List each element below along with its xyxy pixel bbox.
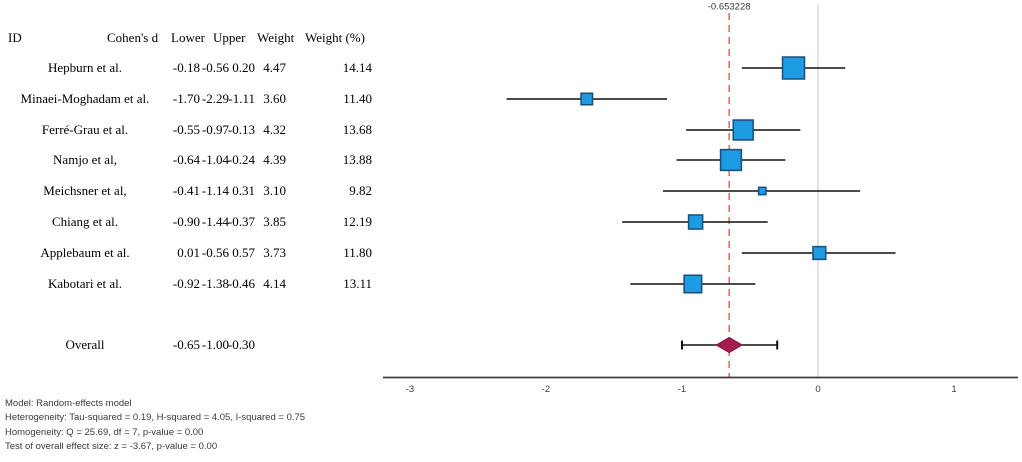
x-axis-tick-label: -3 — [406, 384, 414, 395]
study-name: Namjo et al, — [53, 152, 117, 167]
weight-value: 3.60 — [263, 91, 286, 106]
lower-ci-value: -0.56 — [201, 60, 229, 75]
cohens-d-value: -0.41 — [172, 183, 200, 198]
x-axis-tick-label: 1 — [951, 384, 956, 395]
study-square — [719, 148, 743, 172]
col-header-lower: Lower — [171, 30, 205, 45]
x-axis-tick-label: -1 — [678, 384, 686, 395]
weight-pct-value: 11.80 — [343, 245, 372, 260]
table-row: Kabotari et al. -0.92 -1.38 -0.46 4.14 1… — [0, 277, 380, 291]
col-header-id: ID — [8, 30, 22, 45]
cohens-d-value: -0.64 — [172, 152, 200, 167]
study-name: Kabotari et al. — [48, 276, 122, 291]
upper-ci-value: -1.11 — [228, 91, 255, 106]
upper-ci-value: 0.57 — [232, 245, 255, 260]
table-row: Ferré-Grau et al. -0.55 -0.97 -0.13 4.32… — [0, 123, 380, 137]
note-overall-test: Test of overall effect size: z = -3.67, … — [5, 441, 218, 453]
overall-row: Overall -0.65 -1.00 -0.30 — [0, 338, 380, 352]
col-header-upper: Upper — [213, 30, 246, 45]
table-row: Applebaum et al. 0.01 -0.56 0.57 3.73 11… — [0, 246, 380, 260]
study-name: Applebaum et al. — [40, 245, 130, 260]
study-square — [812, 245, 827, 261]
study-name: Ferré-Grau et al. — [41, 122, 129, 137]
study-name: Meichsner et al, — [43, 183, 127, 198]
weight-pct-value: 13.11 — [343, 276, 372, 291]
x-axis-tick-label: 0 — [815, 384, 820, 395]
study-square — [781, 56, 806, 80]
weight-pct-value: 14.14 — [342, 60, 372, 75]
cohens-d-value: 0.01 — [177, 245, 200, 260]
forest-plot: -0.653228 -3 -2 -1 0 1 — [383, 2, 1018, 395]
upper-ci-value: -0.24 — [227, 152, 255, 167]
lower-ci-value: -0.97 — [201, 122, 229, 137]
upper-ci-value: 0.20 — [232, 60, 255, 75]
cohens-d-value: -1.70 — [172, 91, 200, 106]
table-row: Chiang et al. -0.90 -1.44 -0.37 3.85 12.… — [0, 215, 380, 229]
table-row: Namjo et al, -0.64 -1.04 -0.24 4.39 13.8… — [0, 153, 380, 167]
cohens-d-value: -0.90 — [172, 214, 200, 229]
study-square — [580, 92, 594, 106]
study-square — [757, 186, 767, 196]
cohens-d-value: -0.18 — [172, 60, 200, 75]
lower-ci-value: -0.56 — [201, 245, 229, 260]
note-heterogeneity: Heterogeneity: Tau-squared = 0.19, H-squ… — [5, 412, 306, 424]
reference-line-label: -0.653228 — [708, 2, 751, 13]
overall-lower-ci-value: -1.00 — [201, 337, 229, 352]
table-row: Minaei-Moghadam et al. -1.70 -2.29 -1.11… — [0, 92, 380, 106]
col-header-weight-pct: Weight (%) — [305, 30, 365, 45]
table-header-row: ID Cohen's d Lower Upper Weight Weight (… — [0, 31, 380, 45]
study-square — [732, 119, 754, 141]
overall-label: Overall — [65, 337, 105, 352]
overall-upper-ci-value: -0.30 — [227, 337, 255, 352]
note-model: Model: Random-effects model — [5, 398, 132, 409]
note-homogeneity: Homogeneity: Q = 25.69, df = 7, p-value … — [5, 426, 204, 438]
weight-pct-value: 13.68 — [342, 122, 372, 137]
forest-table: ID Cohen's d Lower Upper Weight Weight (… — [0, 0, 380, 380]
weight-value: 4.39 — [263, 152, 286, 167]
model-notes: Model: Random-effects model Heterogeneit… — [5, 398, 425, 457]
weight-value: 4.47 — [263, 60, 286, 75]
upper-ci-value: -0.46 — [227, 276, 255, 291]
col-header-cohens-d: Cohen's d — [107, 30, 159, 45]
study-name: Minaei-Moghadam et al. — [20, 91, 150, 106]
cohens-d-value: -0.55 — [172, 122, 200, 137]
cohens-d-value: -0.92 — [172, 276, 200, 291]
lower-ci-value: -1.38 — [201, 276, 229, 291]
weight-pct-value: 11.40 — [343, 91, 372, 106]
lower-ci-value: -1.04 — [201, 152, 229, 167]
weight-value: 3.85 — [263, 214, 286, 229]
table-row: Meichsner et al, -0.41 -1.14 0.31 3.10 9… — [0, 184, 380, 198]
study-square — [683, 274, 703, 294]
col-header-weight: Weight — [257, 30, 295, 45]
weight-pct-value: 13.88 — [342, 152, 372, 167]
study-square — [687, 214, 704, 230]
upper-ci-value: 0.31 — [232, 183, 255, 198]
weight-pct-value: 9.82 — [349, 183, 372, 198]
overall-diamond — [715, 336, 744, 354]
weight-value: 3.73 — [263, 245, 286, 260]
weight-pct-value: 12.19 — [342, 214, 372, 229]
upper-ci-value: -0.37 — [227, 214, 255, 229]
study-name: Chiang et al. — [51, 214, 119, 229]
lower-ci-value: -1.44 — [201, 214, 229, 229]
weight-value: 4.14 — [263, 276, 286, 291]
x-axis-tick-label: -2 — [542, 384, 550, 395]
weight-value: 3.10 — [263, 183, 286, 198]
overall-cohens-d-value: -0.65 — [172, 337, 200, 352]
lower-ci-value: -2.29 — [201, 91, 229, 106]
weight-value: 4.32 — [263, 122, 286, 137]
table-row: Hepburn et al. -0.18 -0.56 0.20 4.47 14.… — [0, 61, 380, 75]
upper-ci-value: -0.13 — [227, 122, 255, 137]
lower-ci-value: -1.14 — [201, 183, 229, 198]
study-name: Hepburn et al. — [47, 60, 122, 75]
